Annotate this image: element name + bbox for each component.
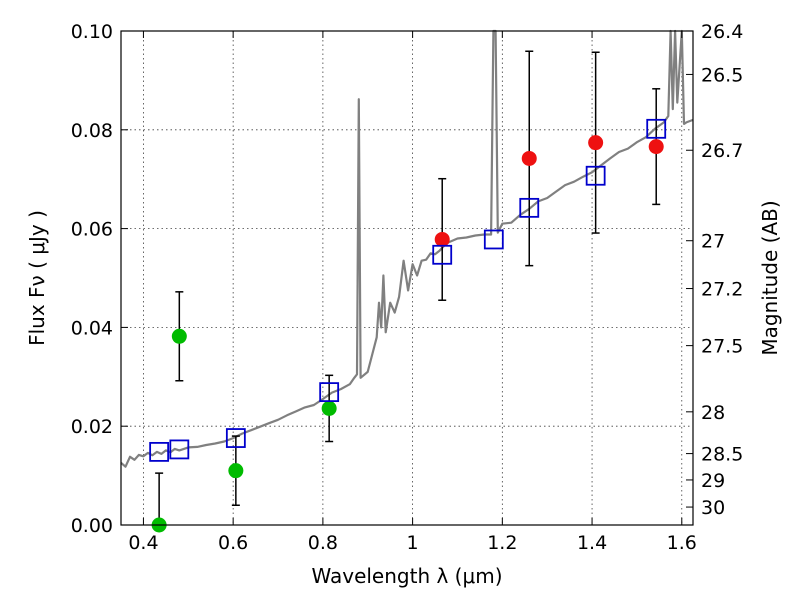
x-tick-label: 1.2 xyxy=(487,532,517,554)
plot-frame xyxy=(120,30,694,526)
mag-tick-label: 30 xyxy=(701,497,725,519)
model-square-marker xyxy=(319,382,340,403)
mag-tick-label: 28 xyxy=(701,402,725,424)
model-square-marker xyxy=(585,165,606,186)
model-spectrum-line xyxy=(120,29,694,468)
green-data-point xyxy=(321,400,337,416)
data-points-layer xyxy=(149,50,667,533)
red-data-point xyxy=(648,139,664,155)
x-tick-label: 1 xyxy=(407,532,419,554)
model-square-marker xyxy=(519,197,540,218)
mag-tick-label: 27 xyxy=(701,231,725,253)
x-tick-label: 0.8 xyxy=(308,532,338,554)
model-square-marker xyxy=(432,244,453,265)
mag-tick-label: 27.2 xyxy=(701,279,743,301)
y-tick-label: 0.02 xyxy=(71,416,113,438)
mag-tick-label: 26.7 xyxy=(701,140,743,162)
mag-tick-label: 29 xyxy=(701,470,725,492)
grid-layer xyxy=(121,31,693,525)
y-tick-label: 0.10 xyxy=(71,21,113,43)
y2-axis-title: Magnitude (AB) xyxy=(758,200,782,355)
red-data-point xyxy=(588,135,604,151)
x-tick-label: 1.6 xyxy=(667,532,697,554)
x-axis-title: Wavelength λ (μm) xyxy=(311,564,502,588)
model-square-marker xyxy=(169,439,190,460)
x-tick-label: 0.4 xyxy=(128,532,158,554)
red-data-point xyxy=(521,150,537,166)
mag-tick-label: 28.5 xyxy=(701,444,743,466)
mag-tick-label: 26.5 xyxy=(701,64,743,86)
mag-tick-label: 27.5 xyxy=(701,336,743,358)
axis-ticks-layer: 0.4 0.6 0.8 1 1.2 1.4 1.6 0.00 0.02 0.04 0.06 0.08 0… xyxy=(71,21,744,554)
y-axis-title: Flux Fν ( μJy ) xyxy=(25,210,49,346)
green-data-point xyxy=(171,328,187,344)
x-tick-label: 1.4 xyxy=(577,532,607,554)
red-data-point xyxy=(434,231,450,247)
y-tick-label: 0.06 xyxy=(71,219,113,241)
y-tick-label: 0.08 xyxy=(71,120,113,142)
model-square-marker xyxy=(225,428,246,448)
green-data-point xyxy=(228,463,244,479)
model-square-marker xyxy=(646,118,667,139)
x-tick-label: 0.6 xyxy=(218,532,248,554)
y-tick-label: 0.00 xyxy=(71,515,113,537)
model-square-marker xyxy=(149,441,170,462)
mag-tick-label: 26.4 xyxy=(701,21,743,43)
model-square-marker xyxy=(483,229,504,250)
y-tick-label: 0.04 xyxy=(71,317,113,339)
model-spectrum-layer xyxy=(120,29,694,468)
